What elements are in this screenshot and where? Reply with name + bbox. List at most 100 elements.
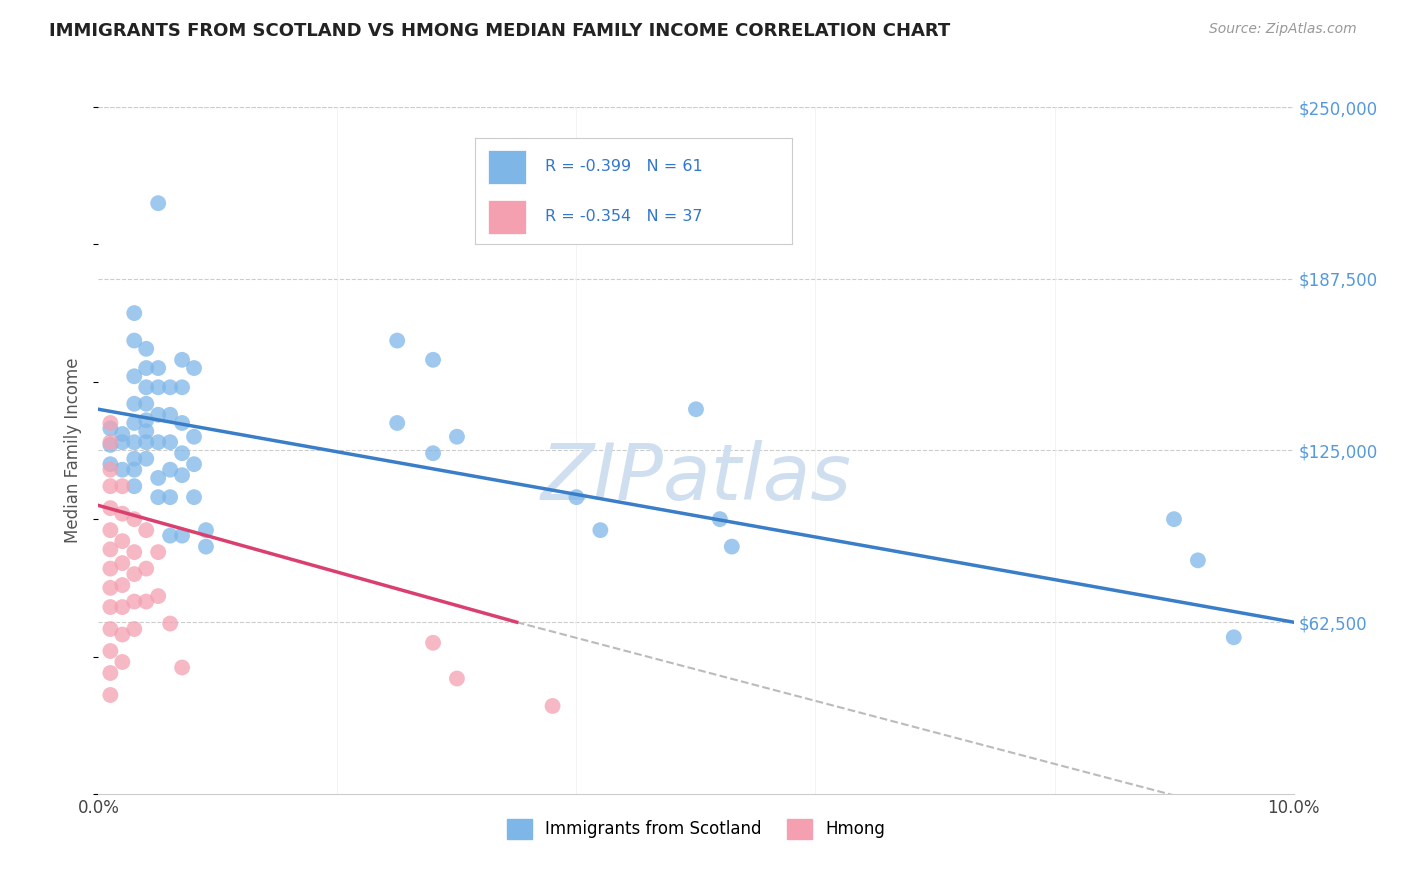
Point bbox=[98, 416, 122, 430]
Point bbox=[183, 361, 205, 376]
Text: Source: ZipAtlas.com: Source: ZipAtlas.com bbox=[1209, 22, 1357, 37]
Point bbox=[1223, 630, 1246, 644]
Point bbox=[183, 490, 205, 504]
Point bbox=[135, 451, 157, 466]
Point bbox=[1163, 512, 1185, 526]
Point bbox=[111, 627, 134, 641]
Point bbox=[148, 408, 170, 422]
Point bbox=[111, 427, 134, 442]
Legend: Immigrants from Scotland, Hmong: Immigrants from Scotland, Hmong bbox=[499, 810, 893, 847]
Point bbox=[422, 352, 444, 367]
Point bbox=[148, 490, 170, 504]
Point bbox=[148, 471, 170, 485]
Point bbox=[172, 528, 194, 542]
Point bbox=[172, 660, 194, 674]
Point bbox=[589, 523, 612, 537]
Point bbox=[159, 490, 181, 504]
Point bbox=[111, 578, 134, 592]
Point bbox=[183, 457, 205, 471]
Point bbox=[111, 600, 134, 615]
Point bbox=[159, 528, 181, 542]
Point bbox=[422, 636, 444, 650]
Point bbox=[124, 512, 146, 526]
Point bbox=[183, 430, 205, 444]
Point bbox=[111, 534, 134, 549]
Point bbox=[159, 408, 181, 422]
Point bbox=[135, 435, 157, 450]
Point bbox=[98, 688, 122, 702]
Point bbox=[98, 665, 122, 680]
Point bbox=[709, 512, 731, 526]
Point bbox=[111, 479, 134, 493]
Point bbox=[135, 380, 157, 394]
Point bbox=[98, 542, 122, 557]
Point bbox=[124, 567, 146, 582]
Point bbox=[124, 435, 146, 450]
Point bbox=[98, 581, 122, 595]
Point bbox=[124, 334, 146, 348]
Text: ZIPatlas: ZIPatlas bbox=[540, 440, 852, 516]
Point bbox=[135, 424, 157, 438]
Point bbox=[159, 380, 181, 394]
Point bbox=[148, 380, 170, 394]
Point bbox=[172, 352, 194, 367]
Point bbox=[124, 545, 146, 559]
Point bbox=[98, 644, 122, 658]
Point bbox=[98, 463, 122, 477]
Text: IMMIGRANTS FROM SCOTLAND VS HMONG MEDIAN FAMILY INCOME CORRELATION CHART: IMMIGRANTS FROM SCOTLAND VS HMONG MEDIAN… bbox=[49, 22, 950, 40]
Point bbox=[124, 306, 146, 320]
Point bbox=[124, 463, 146, 477]
Point bbox=[172, 380, 194, 394]
Point bbox=[385, 334, 409, 348]
Point bbox=[98, 438, 122, 452]
Point bbox=[98, 421, 122, 435]
Point bbox=[135, 561, 157, 575]
Point bbox=[148, 435, 170, 450]
Point bbox=[172, 446, 194, 460]
Point bbox=[135, 523, 157, 537]
Point bbox=[135, 397, 157, 411]
Point bbox=[98, 435, 122, 450]
Y-axis label: Median Family Income: Median Family Income bbox=[65, 358, 83, 543]
Point bbox=[98, 457, 122, 471]
Point bbox=[195, 523, 218, 537]
Point bbox=[98, 501, 122, 516]
Point bbox=[98, 523, 122, 537]
Point bbox=[159, 616, 181, 631]
Point bbox=[685, 402, 707, 417]
Point bbox=[385, 416, 409, 430]
Point bbox=[1187, 553, 1209, 567]
Point bbox=[124, 416, 146, 430]
Point bbox=[124, 369, 146, 384]
Point bbox=[111, 435, 134, 450]
Point bbox=[111, 556, 134, 570]
Point bbox=[195, 540, 218, 554]
Point bbox=[98, 622, 122, 636]
Point bbox=[98, 561, 122, 575]
Point bbox=[541, 698, 564, 713]
Point bbox=[565, 490, 588, 504]
Point bbox=[159, 435, 181, 450]
Point bbox=[148, 589, 170, 603]
Point bbox=[159, 463, 181, 477]
Point bbox=[98, 479, 122, 493]
Point bbox=[124, 397, 146, 411]
Point bbox=[111, 507, 134, 521]
Point bbox=[135, 413, 157, 427]
Point bbox=[446, 430, 468, 444]
Point bbox=[446, 672, 468, 686]
Point bbox=[124, 622, 146, 636]
Point bbox=[422, 446, 444, 460]
Point bbox=[148, 545, 170, 559]
Point bbox=[135, 361, 157, 376]
Point bbox=[135, 342, 157, 356]
Point bbox=[148, 361, 170, 376]
Point bbox=[124, 594, 146, 608]
Point bbox=[98, 600, 122, 615]
Point bbox=[172, 416, 194, 430]
Point bbox=[721, 540, 744, 554]
Point bbox=[111, 655, 134, 669]
Point bbox=[135, 594, 157, 608]
Point bbox=[124, 451, 146, 466]
Point bbox=[111, 463, 134, 477]
